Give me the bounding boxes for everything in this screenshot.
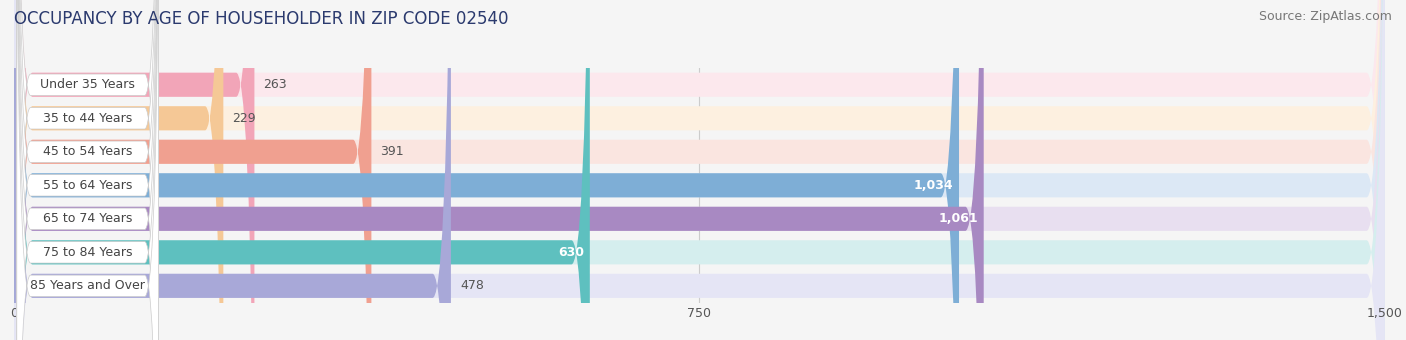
FancyBboxPatch shape	[17, 0, 159, 340]
Text: 630: 630	[558, 246, 585, 259]
FancyBboxPatch shape	[14, 0, 1385, 340]
FancyBboxPatch shape	[17, 0, 159, 340]
Text: 45 to 54 Years: 45 to 54 Years	[44, 145, 132, 158]
Text: Source: ZipAtlas.com: Source: ZipAtlas.com	[1258, 10, 1392, 23]
Text: 65 to 74 Years: 65 to 74 Years	[44, 212, 132, 225]
FancyBboxPatch shape	[17, 0, 159, 340]
FancyBboxPatch shape	[14, 0, 1385, 340]
FancyBboxPatch shape	[14, 0, 1385, 340]
FancyBboxPatch shape	[14, 0, 984, 340]
FancyBboxPatch shape	[14, 0, 224, 340]
Text: 1,061: 1,061	[939, 212, 979, 225]
FancyBboxPatch shape	[14, 0, 254, 340]
FancyBboxPatch shape	[14, 0, 1385, 340]
Text: 55 to 64 Years: 55 to 64 Years	[44, 179, 132, 192]
Text: 391: 391	[381, 145, 404, 158]
FancyBboxPatch shape	[17, 0, 159, 340]
Text: 35 to 44 Years: 35 to 44 Years	[44, 112, 132, 125]
Text: 75 to 84 Years: 75 to 84 Years	[42, 246, 132, 259]
Text: OCCUPANCY BY AGE OF HOUSEHOLDER IN ZIP CODE 02540: OCCUPANCY BY AGE OF HOUSEHOLDER IN ZIP C…	[14, 10, 509, 28]
FancyBboxPatch shape	[14, 0, 451, 340]
FancyBboxPatch shape	[14, 0, 1385, 340]
FancyBboxPatch shape	[14, 0, 371, 340]
FancyBboxPatch shape	[14, 0, 959, 340]
FancyBboxPatch shape	[14, 0, 1385, 340]
FancyBboxPatch shape	[14, 0, 1385, 340]
Text: 85 Years and Over: 85 Years and Over	[30, 279, 145, 292]
Text: 229: 229	[232, 112, 256, 125]
Text: 1,034: 1,034	[914, 179, 953, 192]
FancyBboxPatch shape	[17, 0, 159, 340]
FancyBboxPatch shape	[14, 0, 591, 340]
Text: Under 35 Years: Under 35 Years	[41, 78, 135, 91]
FancyBboxPatch shape	[17, 0, 159, 340]
Text: 478: 478	[460, 279, 484, 292]
FancyBboxPatch shape	[17, 0, 159, 340]
Text: 263: 263	[263, 78, 287, 91]
